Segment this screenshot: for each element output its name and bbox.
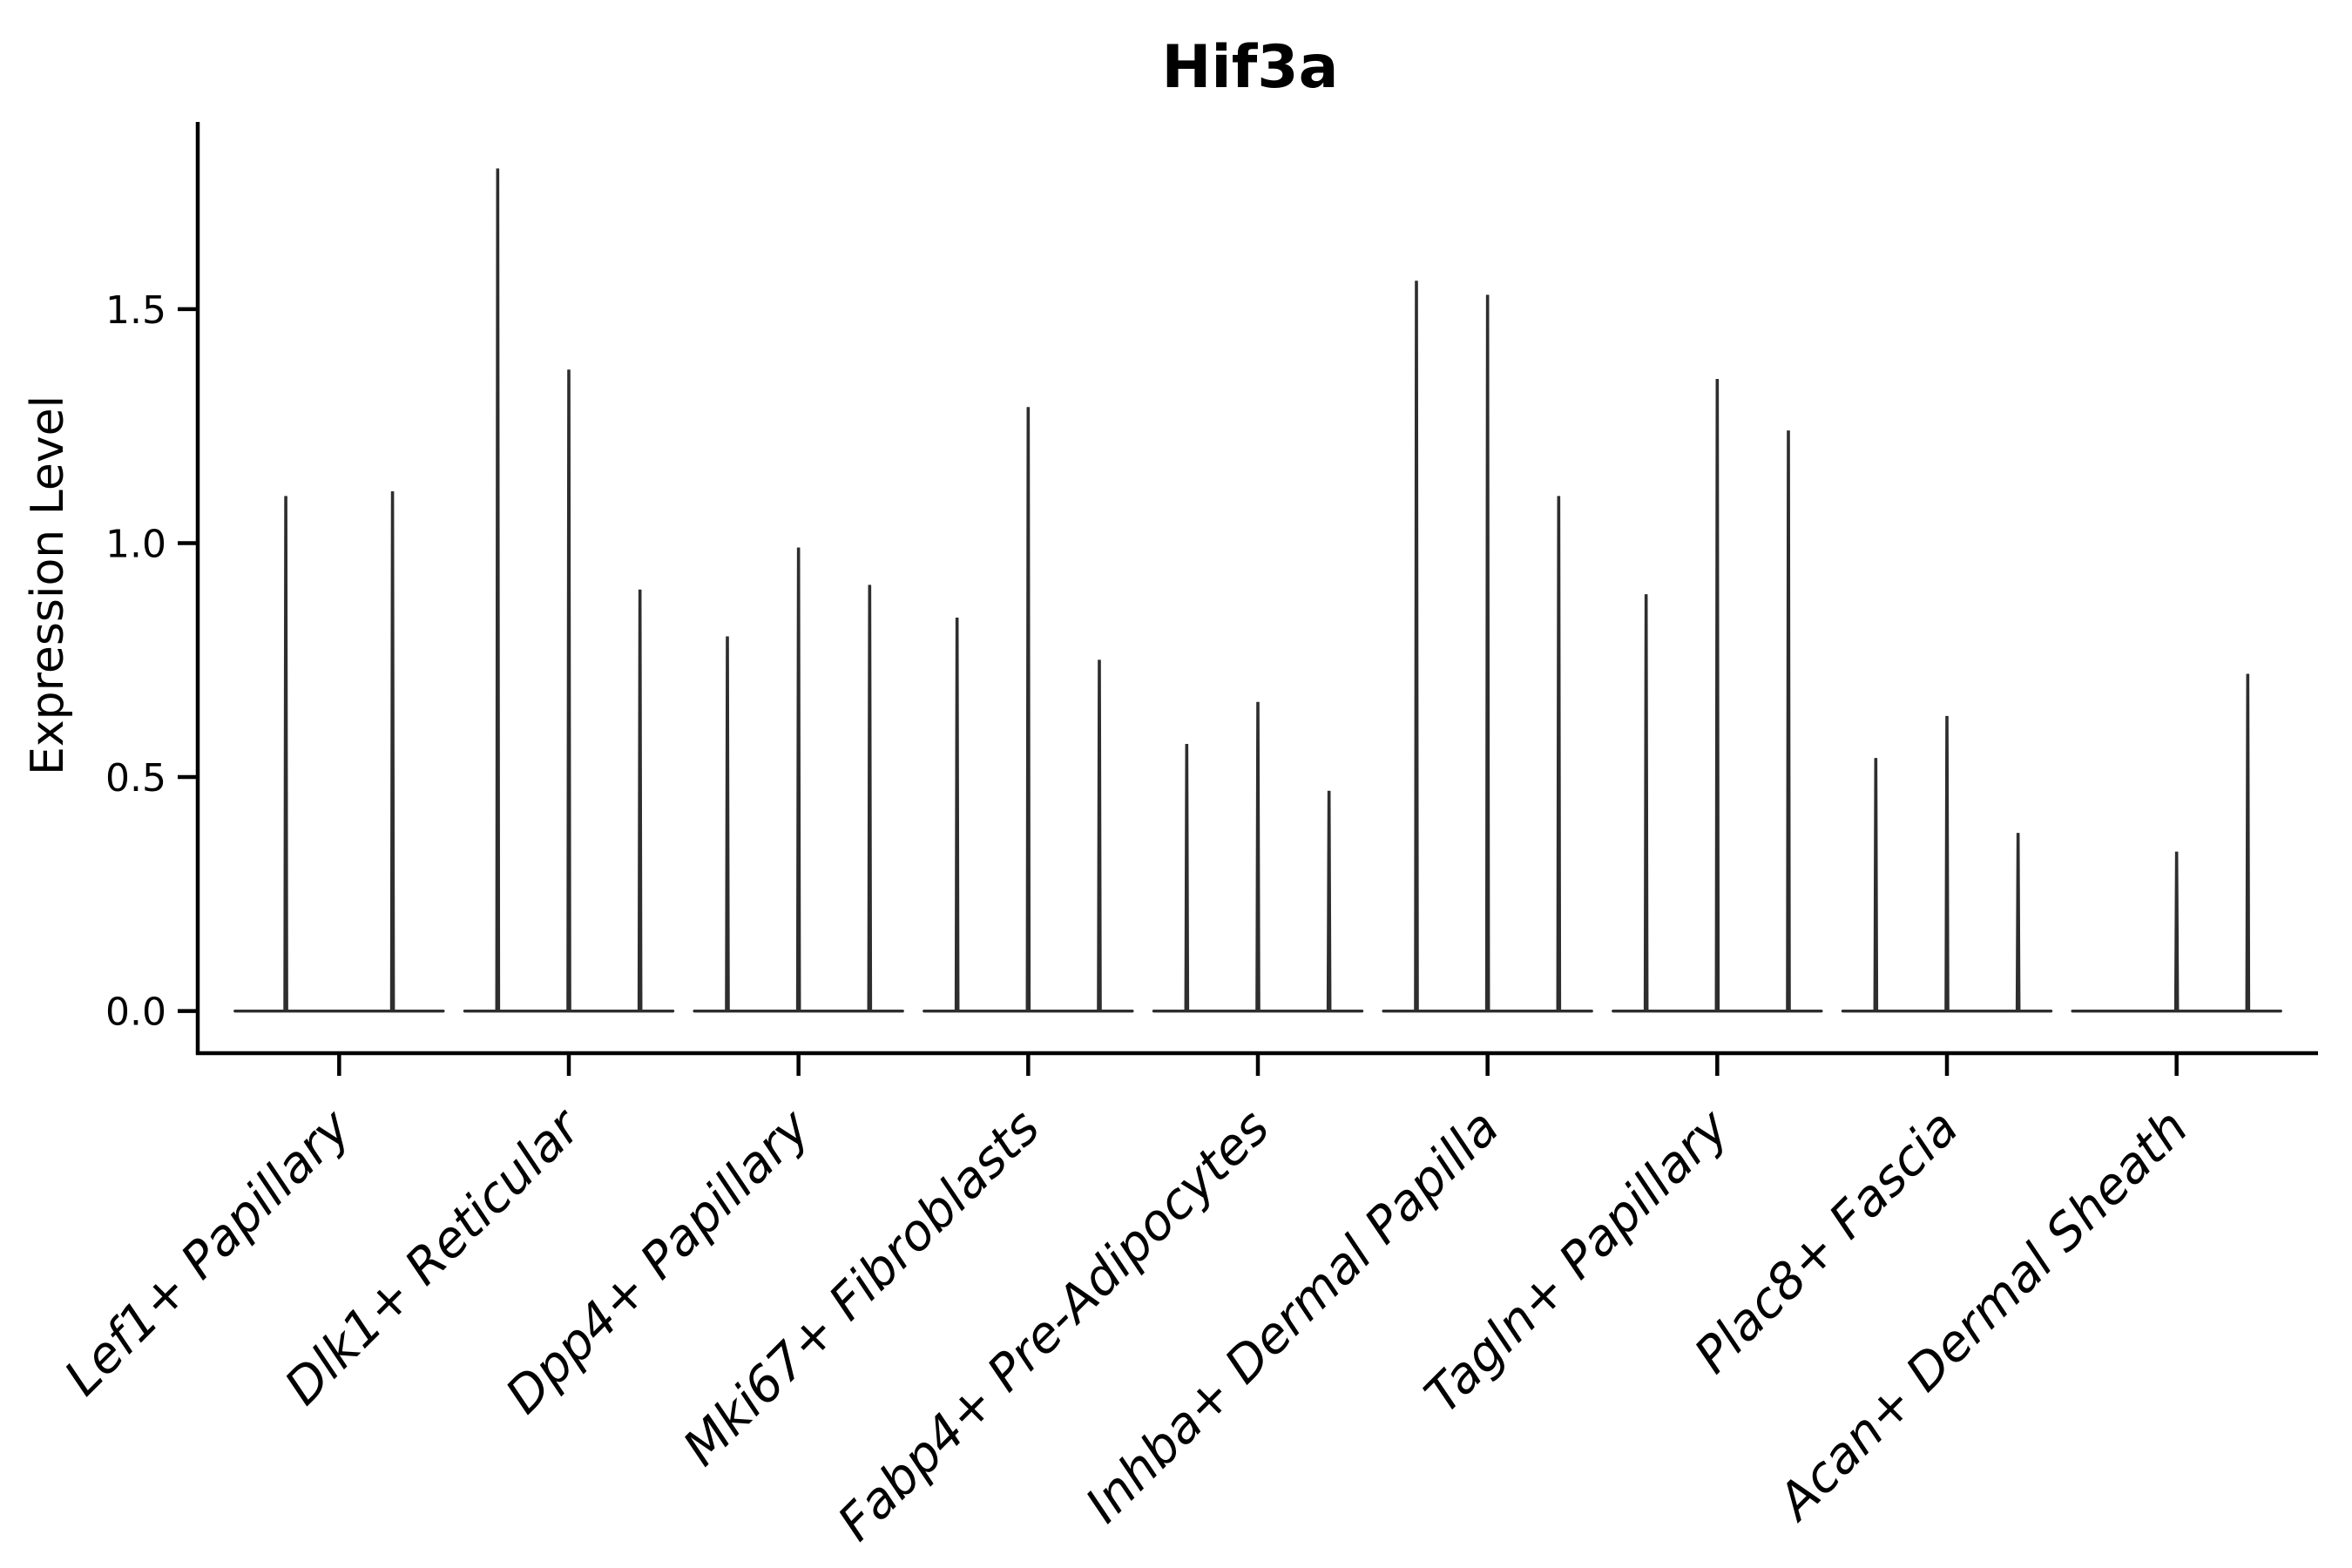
violin-spike	[389, 490, 395, 1013]
violin-spike	[2015, 833, 2021, 1013]
x-category-label: Acan+ Dermal Sheath	[1765, 1098, 2199, 1532]
violin-spike	[495, 168, 501, 1013]
violin-spike	[954, 618, 960, 1013]
y-tick-label: 0.5	[105, 756, 166, 801]
violin-spike	[1873, 758, 1879, 1013]
violin-spike	[1184, 744, 1190, 1013]
violin-spike	[1025, 407, 1031, 1013]
violin-spike	[795, 547, 801, 1013]
violin-spike	[1255, 701, 1260, 1013]
violin-spike	[725, 636, 730, 1013]
x-category-label: Inhba+ Dermal Papilla	[1075, 1098, 1511, 1534]
violin-spike	[1484, 294, 1490, 1013]
violin-spike	[2173, 851, 2180, 1013]
violin-spike	[1786, 430, 1791, 1013]
violin-spike	[637, 589, 643, 1013]
violin-spike	[566, 369, 571, 1013]
violin-spike	[1714, 379, 1720, 1013]
y-tick-label: 0.0	[105, 990, 166, 1035]
violin-spike	[2245, 673, 2251, 1013]
violins-layer	[233, 168, 2282, 1013]
y-tick-label: 1.5	[105, 288, 166, 333]
y-tick-label: 1.0	[105, 522, 166, 566]
violin-spike	[283, 496, 288, 1013]
violin-spike	[1643, 594, 1649, 1013]
chart-title: Hif3a	[1161, 33, 1338, 102]
violin-spike	[1097, 659, 1102, 1013]
violin-spike	[1944, 715, 1950, 1013]
y-axis-label: Expression Level	[22, 395, 74, 775]
violin-spike	[867, 585, 873, 1013]
x-category-label: Fabp4+ Pre-Adipocytes	[828, 1098, 1281, 1551]
violin-spike	[1556, 496, 1562, 1013]
violin-spike	[1326, 790, 1332, 1013]
axes: 0.0 0.5 1.0 1.5	[105, 122, 2318, 1076]
violin-spike	[1414, 280, 1419, 1013]
